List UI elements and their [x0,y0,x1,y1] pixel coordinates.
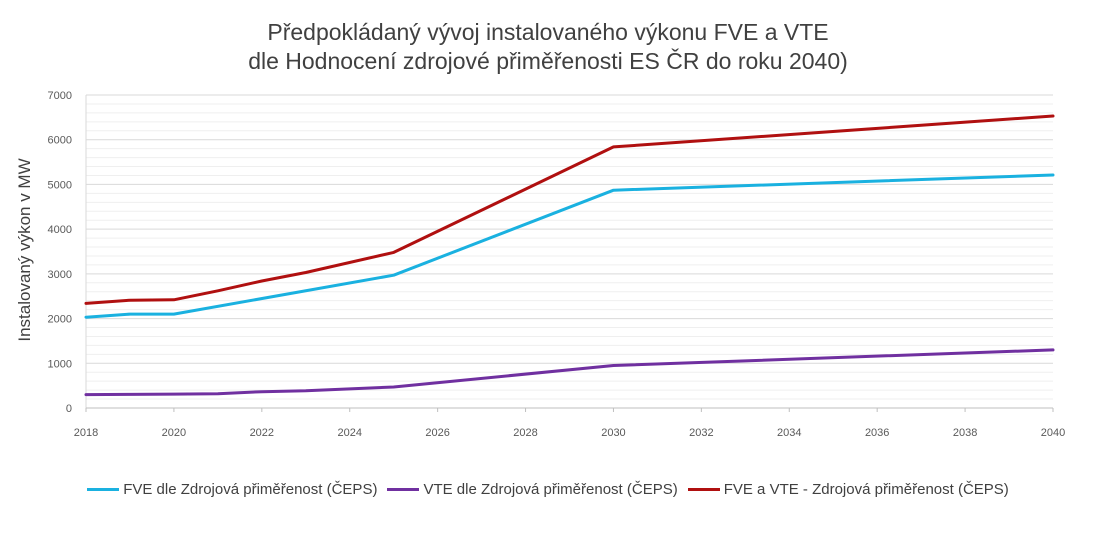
x-tick-labels: 2018 2020 2022 2024 2026 2028 2030 2032 2034 2036… [74,408,1065,439]
legend-item: FVE dle Zdrojová přiměřenost (ČEPS) [87,481,377,498]
y-tick-label: 1000 [48,358,72,370]
series-line-2 [84,348,1055,397]
x-tick-label: 2040 [1041,427,1065,439]
legend-item: VTE dle Zdrojová přiměřenost (ČEPS) [387,481,678,498]
x-tick-label: 2024 [337,427,361,439]
y-axis-label: Instalovaný výkon v MW [15,158,34,341]
chart-subtitle: dle Hodnocení zdrojové přiměřenosti ES Č… [248,48,848,74]
gridlines [86,94,1053,409]
y-tick-label: 5000 [48,179,72,191]
legend-label: VTE dle Zdrojová přiměřenost (ČEPS) [423,481,678,498]
y-tick-label: 3000 [48,269,72,281]
legend: FVE dle Zdrojová přiměřenost (ČEPS) VTE d… [0,481,1096,498]
y-tick-label: 2000 [48,314,72,326]
x-tick-label: 2036 [865,427,889,439]
chart-title: Předpokládaný vývoj instalovaného výkonu… [267,19,829,45]
chart-title-block: Předpokládaný vývoj instalovaného výkonu… [0,18,1096,76]
y-tick-labels: 0 1000 2000 3000 4000 5000 6000 7000 [48,90,72,415]
x-tick-label: 2038 [953,427,977,439]
y-tick-label: 6000 [48,135,72,147]
legend-swatch [687,488,720,491]
legend-label: FVE a VTE - Zdrojová přiměřenost (ČEPS) [723,481,1009,498]
x-tick-label: 2020 [162,427,186,439]
series-line-3 [84,114,1055,305]
x-tick-label: 2028 [513,427,537,439]
x-tick-label: 2022 [250,427,274,439]
x-tick-label: 2030 [601,427,625,439]
legend-swatch [87,488,120,491]
legend-item: FVE a VTE - Zdrojová přiměřenost (ČEPS) [687,481,1009,498]
y-tick-label: 0 [66,403,72,415]
y-tick-label: 7000 [48,90,72,102]
series-lines [84,114,1055,397]
series-line-1 [84,173,1055,319]
x-tick-label: 2018 [74,427,98,439]
y-tick-label: 4000 [48,224,72,236]
axes [85,95,1053,409]
x-tick-label: 2032 [689,427,713,439]
legend-label: FVE dle Zdrojová přiměřenost (ČEPS) [123,481,378,498]
legend-swatch [387,488,420,491]
x-tick-label: 2026 [425,427,449,439]
x-tick-label: 2034 [777,427,801,439]
